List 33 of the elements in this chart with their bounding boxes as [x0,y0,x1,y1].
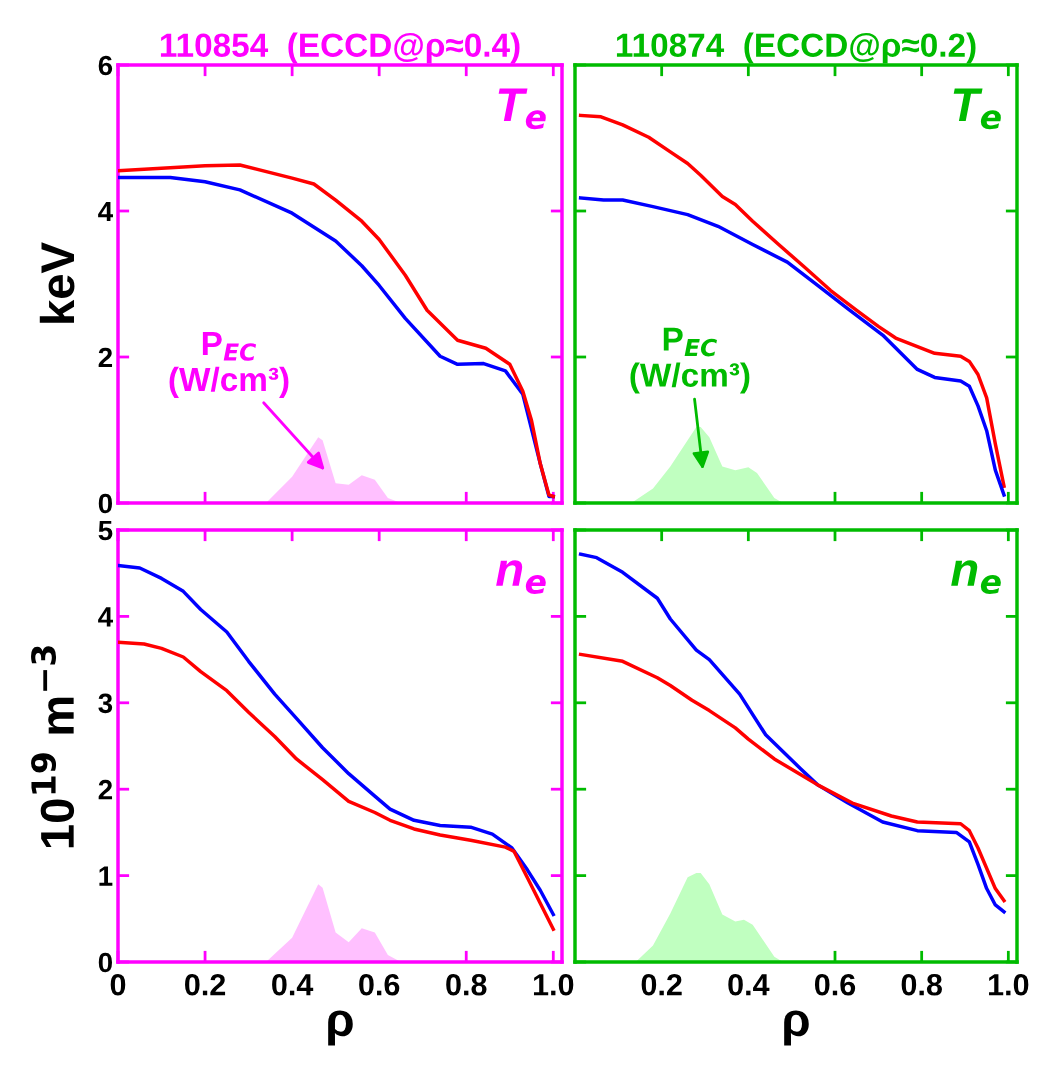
x-axis-title: ρ [784,1010,809,1046]
y-tick-label: 3 [98,693,113,714]
annotation: P$_{EC}$ (W/cm³) [630,327,750,394]
x-tick-label: 1.0 [533,973,574,996]
annotation: P$_{EC}$ (W/cm³) [169,332,289,398]
line-series [118,640,556,931]
x-tick-label: 1.0 [989,973,1029,996]
x-tick-label: 0.4 [728,973,770,996]
y-tick-label: 5 [98,520,113,541]
x-tick-label: 0.6 [359,973,400,996]
x-tick-label: 0.6 [814,973,856,996]
chart-title: 110874 (ECCD@ρ≈0.2) [616,32,976,64]
y-axis-title: 10$^{19}$ m$^{−3}$ [31,646,75,848]
y-tick-label: 6 [98,55,113,76]
annotation: T$_{e}$ [953,88,1001,130]
y-tick-label: 0 [98,952,112,973]
x-tick-label: 0.2 [185,973,226,996]
y-tick-label: 0 [98,493,112,514]
x-tick-label: 0.2 [641,973,682,996]
y-tick-label: 2 [98,347,113,368]
x-tick-label: 0.4 [272,973,314,996]
x-axis-title: ρ [328,1010,353,1046]
annotation: n$_{e}$ [951,560,1001,594]
x-tick-label: 0.8 [446,973,487,996]
chart-title: 110854 (ECCD@ρ≈0.4) [160,32,520,64]
y-tick-label: 2 [98,779,113,800]
y-tick-label: 4 [98,607,113,627]
y-tick-label: 4 [98,201,113,222]
y-tick-label: 1 [99,866,113,886]
annotation: T$_{e}$ [498,88,546,130]
annotation: n$_{e}$ [496,560,546,594]
y-axis-title: keV [39,242,75,323]
x-tick-label: 0.8 [901,973,942,996]
